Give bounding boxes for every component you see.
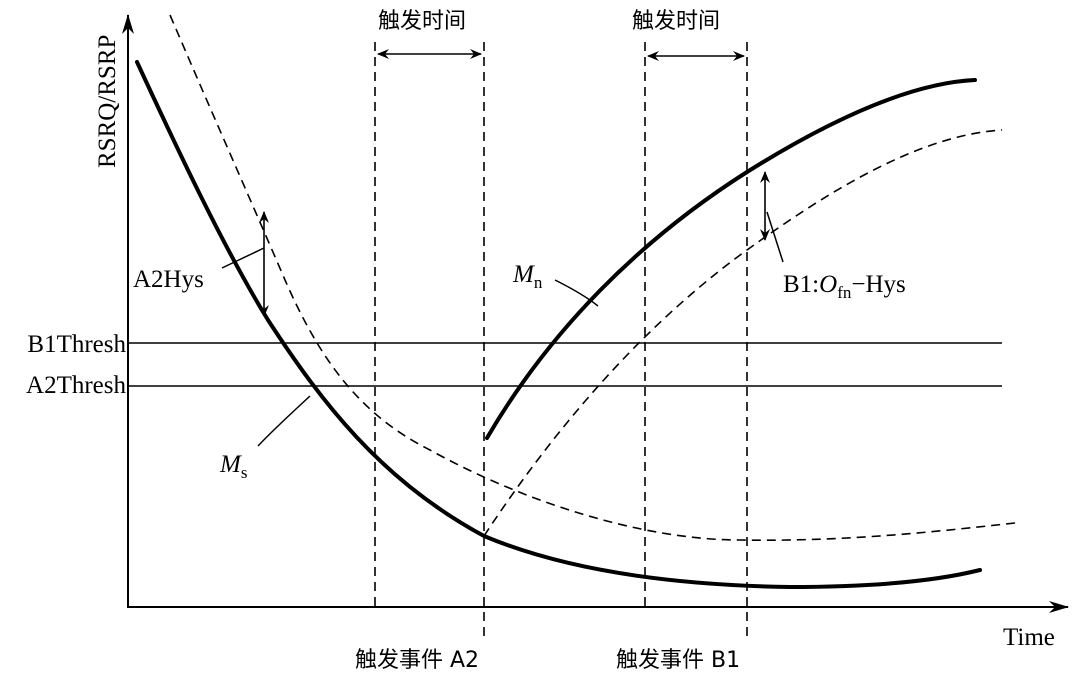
neighbor-curve-symbol: M [512, 261, 535, 288]
y-axis-label: RSRQ/RSRP [94, 35, 121, 168]
a2-hys-label: A2Hys [133, 266, 204, 293]
b1-hys-prefix: B1: [783, 271, 819, 298]
b1-threshold-label: B1Thresh [27, 331, 126, 358]
ttt-label-a2: 触发时间 [378, 9, 466, 34]
b1-hys-suffix: −Hys [851, 271, 905, 298]
b1-hys-subscript: fn [837, 283, 852, 302]
x-axis-label: Time [1003, 624, 1055, 651]
serving-cell-curve [135, 60, 982, 590]
serving-offset-curve [169, 14, 1016, 542]
neighbor-offset-curve [483, 129, 1003, 537]
neighbor-curve-label: Mn [512, 261, 543, 292]
serving-curve-label: Ms [219, 451, 247, 482]
b1-hys-symbol: O [819, 271, 837, 298]
serving-curve-leader [257, 395, 311, 447]
neighbor-curve-leader [554, 279, 599, 307]
a2-hys-leader [221, 247, 265, 269]
event-a2-label: 触发事件 A2 [355, 648, 479, 673]
b1-hys-leader [766, 211, 784, 263]
neighbor-cell-curve [485, 78, 977, 440]
serving-curve-symbol: M [219, 451, 242, 478]
b1-hys-label: B1:Ofn−Hys [783, 271, 906, 302]
serving-curve-subscript: s [241, 463, 248, 482]
ttt-label-b1: 触发时间 [632, 9, 720, 34]
a2-threshold-label: A2Thresh [26, 372, 126, 399]
event-b1-label: 触发事件 B1 [616, 648, 740, 673]
neighbor-curve-subscript: n [534, 273, 543, 292]
